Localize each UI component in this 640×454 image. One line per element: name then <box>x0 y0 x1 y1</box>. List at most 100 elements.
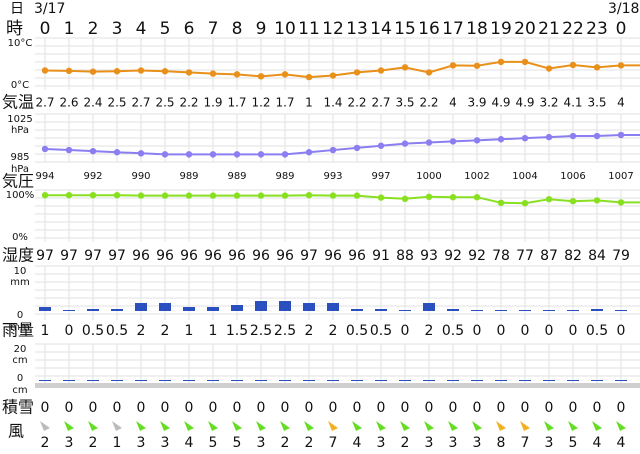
wind-speed: 4 <box>593 435 602 451</box>
hour: 7 <box>208 19 219 39</box>
wind-speed: 3 <box>473 435 482 451</box>
data-point <box>569 198 577 205</box>
axis-tick-label: 0 <box>17 373 23 384</box>
value-label: 0 <box>137 400 146 416</box>
bar <box>87 380 99 381</box>
value-label: 0 <box>161 400 170 416</box>
data-point <box>329 146 337 154</box>
axis-tick-label: 0% <box>12 232 28 243</box>
axis-tick-label: 20 <box>14 344 27 355</box>
bar <box>519 380 531 381</box>
value-label: 97 <box>60 248 78 264</box>
data-point <box>113 149 121 156</box>
value-label: 1002 <box>464 171 489 182</box>
value-label: 2.7 <box>131 96 150 110</box>
value-label: 4.9 <box>491 96 510 110</box>
hour: 2 <box>88 19 99 39</box>
wind-arrow <box>520 421 530 431</box>
value-label: 3.9 <box>467 96 486 110</box>
hour: 0 <box>616 19 627 39</box>
bar <box>39 307 51 311</box>
value-label: 2.5 <box>274 323 296 339</box>
value-label: 2.2 <box>347 96 366 110</box>
bar <box>375 309 387 311</box>
wind-speed: 2 <box>305 435 314 451</box>
value-label: 96 <box>180 248 198 264</box>
wind-arrow <box>376 421 386 431</box>
value-label: 87 <box>540 248 558 264</box>
bar <box>303 380 315 381</box>
wind-speed: 4 <box>617 435 626 451</box>
value-label: 1.7 <box>227 96 246 110</box>
value-label: 993 <box>323 171 342 182</box>
wind-arrow <box>496 421 506 431</box>
data-point <box>593 132 601 140</box>
value-label: 2 <box>425 323 434 339</box>
data-point <box>617 199 625 206</box>
bar <box>471 380 483 381</box>
value-label: 0 <box>617 400 626 416</box>
data-point <box>449 138 457 145</box>
hour: 17 <box>442 19 464 39</box>
value-label: 2.5 <box>107 96 126 110</box>
wind-arrow <box>448 421 458 431</box>
data-point <box>473 62 481 69</box>
data-point <box>113 192 121 199</box>
value-label: 88 <box>396 248 414 264</box>
value-label: 77 <box>516 248 534 264</box>
data-point <box>401 140 409 147</box>
data-point <box>353 144 361 152</box>
value-label: 1.4 <box>323 96 342 110</box>
value-label: 0 <box>473 323 482 339</box>
value-label: 2.2 <box>419 96 438 110</box>
data-point <box>497 136 505 143</box>
value-label: 97 <box>108 248 126 264</box>
hour: 15 <box>394 19 416 39</box>
wind-arrow <box>400 421 410 431</box>
data-point <box>305 192 313 199</box>
bar <box>615 380 627 381</box>
value-label: 992 <box>83 171 102 182</box>
data-point <box>569 132 577 140</box>
bar <box>207 380 219 381</box>
value-label: 2 <box>137 323 146 339</box>
data-point <box>593 197 601 204</box>
axis-tick-label: 10°C <box>8 38 33 49</box>
bar <box>327 380 339 381</box>
wind-speed: 5 <box>569 435 578 451</box>
value-label: 2.7 <box>371 96 390 110</box>
data-point <box>185 192 193 199</box>
hour: 3 <box>112 19 123 39</box>
data-point <box>473 194 481 201</box>
value-label: 1.9 <box>203 96 222 110</box>
bar <box>543 380 555 381</box>
hour: 20 <box>514 19 536 39</box>
wind-arrow <box>568 421 578 431</box>
data-point <box>209 192 217 199</box>
value-label: 1004 <box>512 171 537 182</box>
wind-arrow <box>280 421 290 431</box>
value-label: 96 <box>324 248 342 264</box>
wind-arrow <box>424 421 434 431</box>
value-label: 2.2 <box>179 96 198 110</box>
row-label: 気温 <box>2 93 34 112</box>
wind-speed: 2 <box>41 435 50 451</box>
data-point <box>233 71 241 78</box>
hour: 4 <box>136 19 147 39</box>
data-point <box>161 68 169 75</box>
bar <box>495 310 507 311</box>
wind-speed: 4 <box>353 435 362 451</box>
bar <box>615 310 627 311</box>
data-point <box>89 68 97 75</box>
value-label: 2.7 <box>35 96 54 110</box>
bar <box>423 303 435 311</box>
bar <box>327 303 339 311</box>
data-point <box>185 151 193 158</box>
bar <box>183 307 195 311</box>
bar <box>543 310 555 311</box>
value-label: 96 <box>228 248 246 264</box>
value-label: 0 <box>497 400 506 416</box>
data-point <box>65 146 73 154</box>
value-label: 1.5 <box>226 323 248 339</box>
